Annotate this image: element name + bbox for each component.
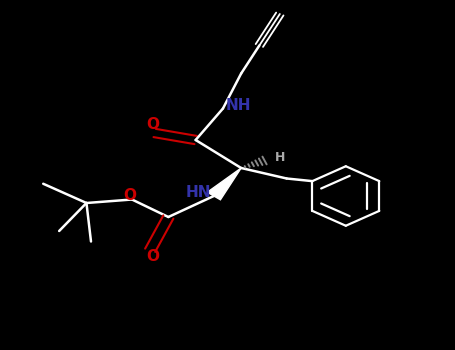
Text: O: O xyxy=(146,117,159,132)
Text: O: O xyxy=(146,249,159,264)
Text: NH: NH xyxy=(225,98,251,112)
Text: O: O xyxy=(123,188,136,203)
Text: H: H xyxy=(275,151,286,164)
Text: HN: HN xyxy=(186,185,212,200)
Polygon shape xyxy=(207,168,241,200)
